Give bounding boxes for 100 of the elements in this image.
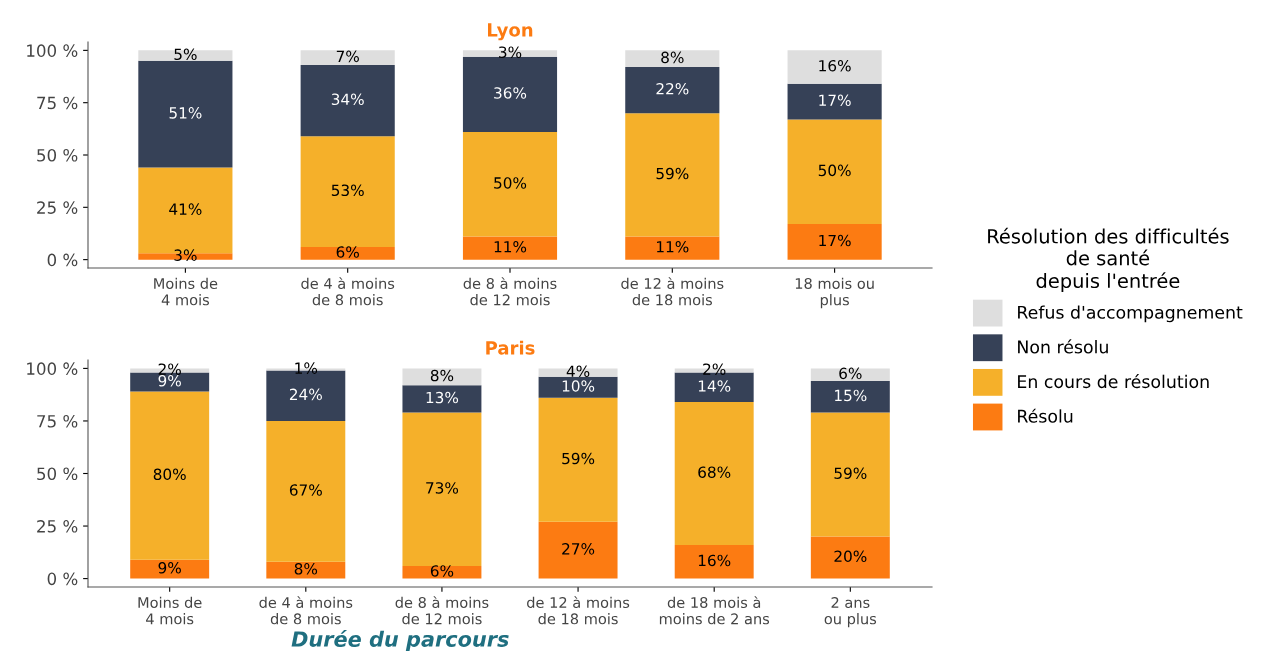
y-tick-label: 100 % <box>27 44 78 57</box>
data-label: 7% <box>336 50 359 63</box>
data-label: 17% <box>819 94 851 107</box>
bar <box>787 83 882 120</box>
bar <box>538 521 618 579</box>
bar <box>462 131 558 237</box>
bar <box>266 561 346 579</box>
bar <box>266 420 346 562</box>
y-tick-label: 100 % <box>27 362 78 375</box>
bar <box>625 236 720 260</box>
data-label: 24% <box>289 388 322 401</box>
y-tick-label: 50 % <box>37 148 78 162</box>
x-tick-label: de 12 à moins de 18 mois <box>527 596 630 625</box>
chart-title: Paris <box>486 340 535 355</box>
data-label: 59% <box>562 452 595 465</box>
bar <box>402 385 482 413</box>
bar <box>810 368 890 382</box>
data-label: 36% <box>494 87 527 99</box>
x-tick-label: de 8 à moins de 12 mois <box>395 596 489 625</box>
data-label: 10% <box>562 380 595 392</box>
data-label: 3% <box>174 249 197 261</box>
data-label: 6% <box>336 246 359 258</box>
data-label: 13% <box>426 391 459 404</box>
y-tick-label: 0 % <box>47 572 78 586</box>
bar <box>300 65 395 137</box>
data-label: 53% <box>331 184 364 197</box>
data-label: 4% <box>566 365 590 378</box>
data-label: 59% <box>834 467 867 479</box>
data-label: 34% <box>331 93 364 106</box>
data-label: 16% <box>698 554 731 567</box>
data-label: 41% <box>169 203 202 215</box>
data-label: 68% <box>698 466 731 478</box>
bar <box>810 412 890 537</box>
y-tick-label: 75 % <box>37 96 78 110</box>
data-label: 3% <box>499 46 522 58</box>
y-tick-label: 75 % <box>37 414 78 428</box>
data-label: 16% <box>819 59 851 72</box>
bar <box>538 397 618 522</box>
y-tick-label: 25 % <box>37 520 78 533</box>
x-tick-label: 2 ans ou plus <box>824 596 877 628</box>
x-tick-label: de 4 à moins de 8 mois <box>301 277 395 306</box>
legend-label: En cours de résolution <box>1018 374 1209 389</box>
data-label: 6% <box>839 367 862 380</box>
bar <box>538 376 618 398</box>
x-tick-label: de 12 à moins de 18 mois <box>621 277 724 306</box>
data-label: 5% <box>174 48 197 61</box>
bar <box>138 50 233 61</box>
data-label: 22% <box>656 83 689 95</box>
x-tick-label: de 8 à moins de 12 mois <box>463 277 557 306</box>
data-label: 11% <box>657 241 689 253</box>
data-label: 20% <box>834 550 867 563</box>
data-label: 8% <box>294 563 318 575</box>
y-tick-label: 50 % <box>37 467 78 481</box>
bar <box>300 136 395 248</box>
chart-title: Lyon <box>488 23 533 41</box>
legend-label: Refus d'accompagnement <box>1018 305 1243 323</box>
bar <box>462 56 558 132</box>
x-tick-label: 18 mois ou plus <box>795 277 874 309</box>
data-label: 73% <box>426 482 459 494</box>
bar <box>625 67 720 114</box>
bar <box>138 60 233 168</box>
bar <box>625 113 720 237</box>
bar <box>300 50 395 66</box>
bar <box>625 50 720 68</box>
data-label: 51% <box>169 107 202 119</box>
bar <box>462 236 558 260</box>
data-label: 59% <box>656 167 689 180</box>
bar <box>130 391 210 560</box>
bar <box>674 544 754 579</box>
data-label: 50% <box>818 164 851 177</box>
data-label: 17% <box>819 234 851 247</box>
data-label: 14% <box>698 380 731 392</box>
x-tick-label: de 4 à moins de 8 mois <box>259 596 353 625</box>
bar <box>787 50 882 84</box>
data-label: 6% <box>430 565 454 577</box>
legend-title: Résolution des difficultés de santé depuis l'entrée <box>988 227 1229 292</box>
y-tick-label: 0 % <box>47 253 78 267</box>
bar <box>402 368 482 386</box>
bar <box>810 536 890 579</box>
data-label: 67% <box>289 484 322 496</box>
bar <box>130 559 210 579</box>
data-label: 27% <box>562 543 595 555</box>
data-label: 11% <box>494 241 527 253</box>
data-label: 50% <box>494 177 527 189</box>
x-tick-label: Moins de 4 mois <box>154 277 218 306</box>
bar <box>402 565 482 579</box>
data-label: 15% <box>835 389 867 402</box>
bar <box>674 402 754 545</box>
y-tick-label: 25 % <box>37 201 78 214</box>
data-label: 2% <box>158 363 181 375</box>
bar <box>810 381 890 413</box>
data-label: 2% <box>703 363 726 375</box>
data-label: 9% <box>158 374 181 387</box>
bar <box>787 224 882 260</box>
bar <box>402 412 482 566</box>
legend-label: Résolu <box>1018 408 1073 423</box>
x-tick-label: Moins de 4 mois <box>138 596 202 625</box>
bar <box>300 247 395 260</box>
bar <box>787 119 882 225</box>
legend-label: Non résolu <box>1018 339 1108 354</box>
